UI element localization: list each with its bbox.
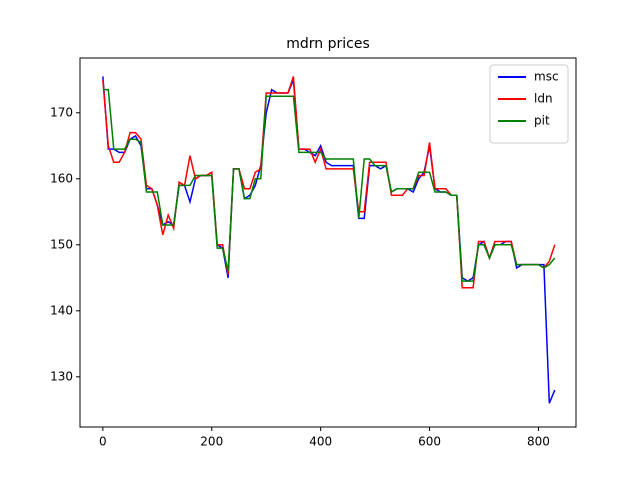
y-tick-label: 150 bbox=[50, 237, 73, 251]
x-tick-label: 400 bbox=[309, 435, 332, 449]
x-tick-label: 0 bbox=[99, 435, 107, 449]
legend-label: ldn bbox=[534, 92, 553, 106]
x-tick-label: 600 bbox=[418, 435, 441, 449]
x-tick-label: 800 bbox=[527, 435, 550, 449]
y-tick-label: 130 bbox=[50, 369, 73, 383]
legend-box bbox=[489, 64, 569, 144]
legend-label: msc bbox=[534, 70, 559, 84]
y-tick-label: 140 bbox=[50, 303, 73, 317]
plot-frame bbox=[79, 57, 577, 428]
legend-label: pit bbox=[534, 114, 550, 128]
y-tick-label: 170 bbox=[50, 105, 73, 119]
series-line bbox=[102, 88, 556, 282]
x-tick-label: 200 bbox=[200, 435, 223, 449]
chart-title: mdrn prices bbox=[286, 36, 370, 52]
y-tick-label: 160 bbox=[50, 171, 73, 185]
